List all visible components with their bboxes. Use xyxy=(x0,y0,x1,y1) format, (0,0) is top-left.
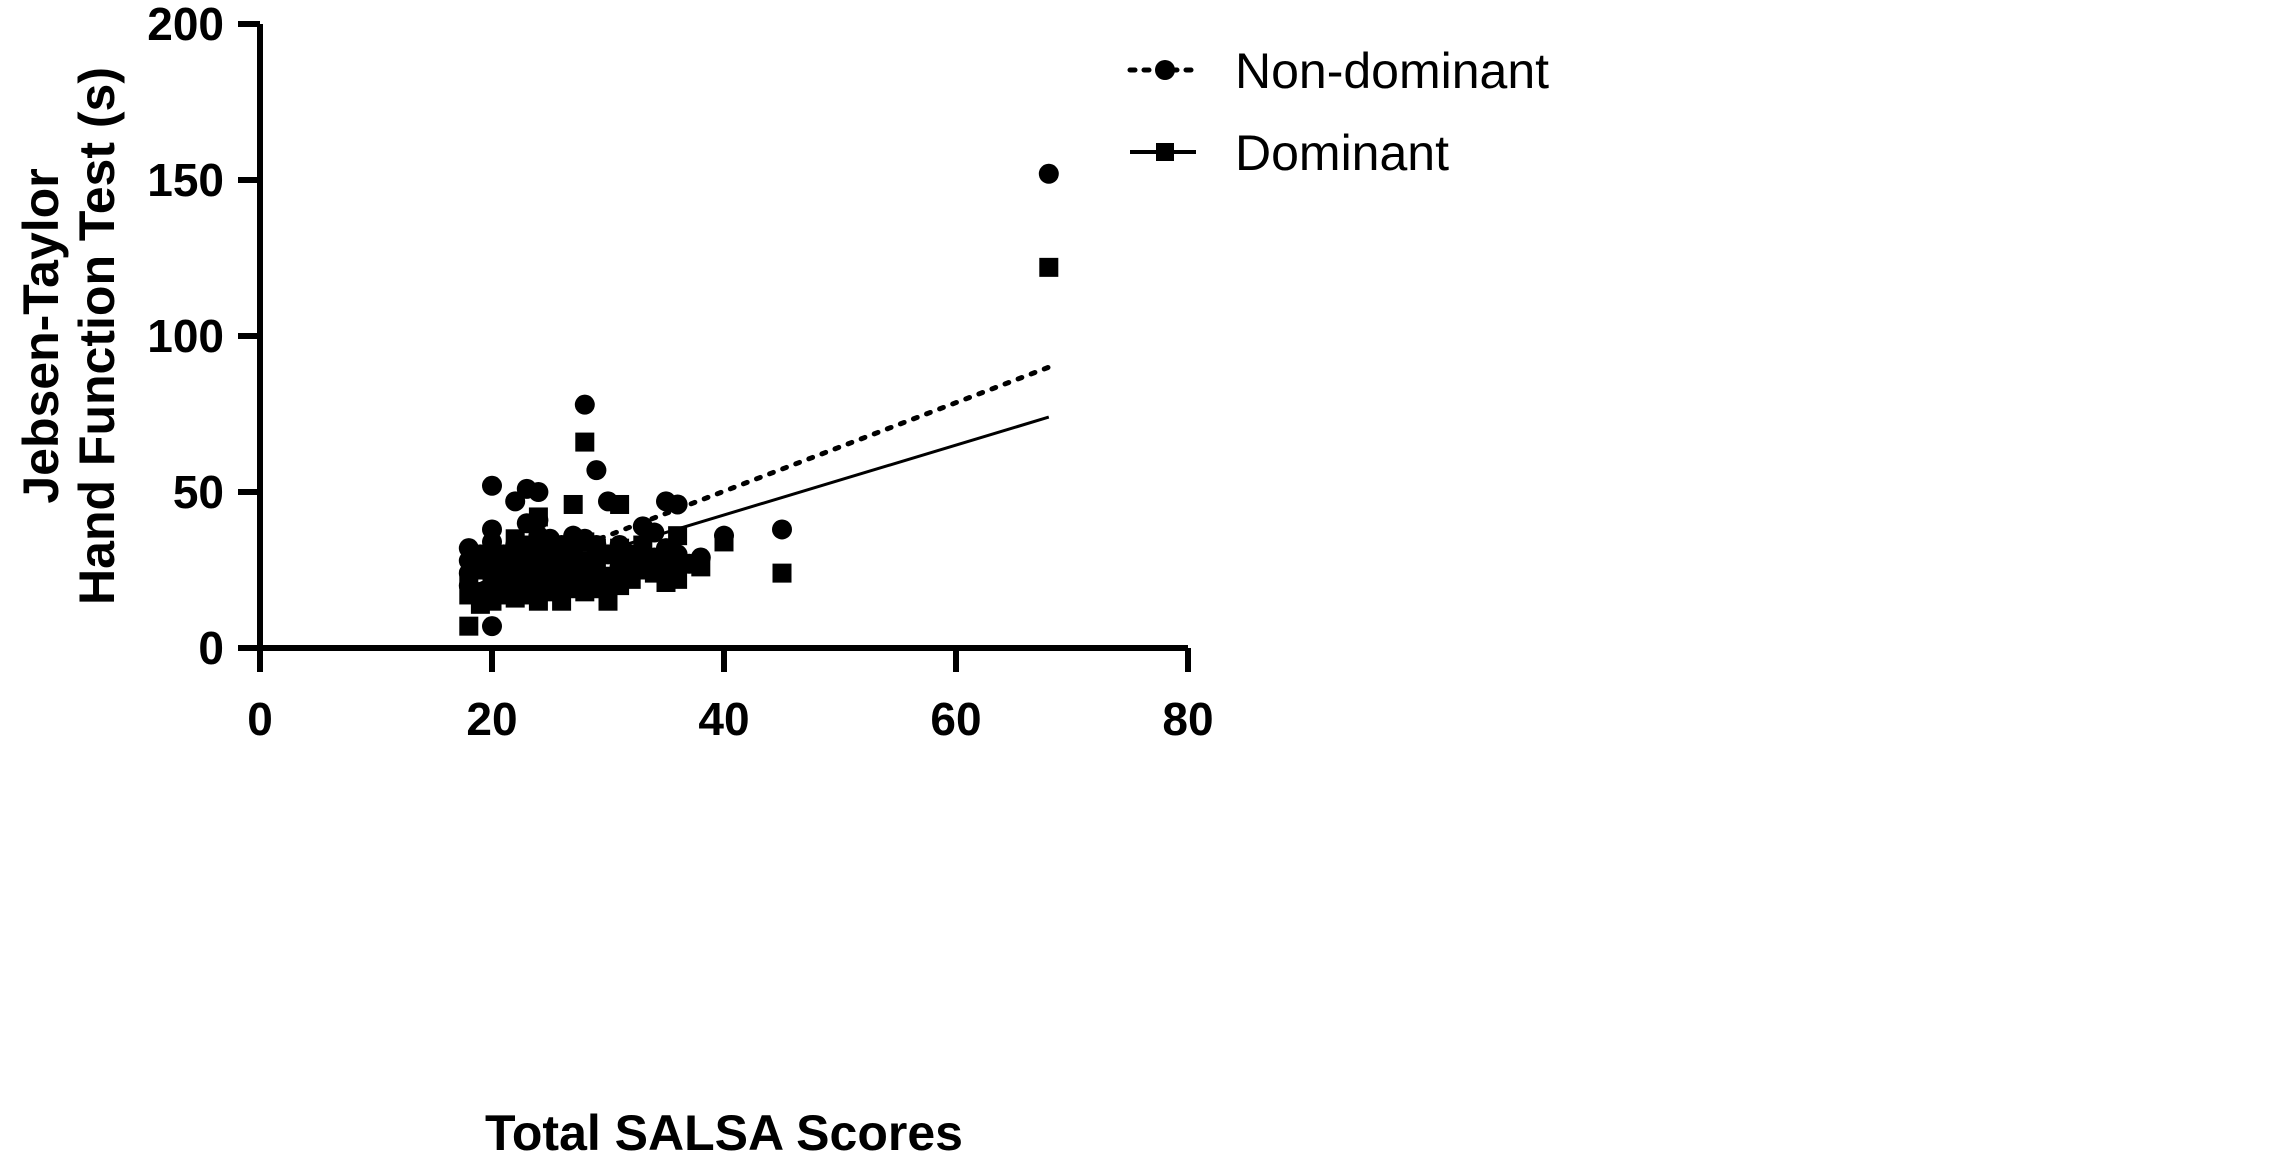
x-tick-label: 20 xyxy=(466,693,517,745)
x-tick-label: 40 xyxy=(698,693,749,745)
legend-item-dominant: Dominant xyxy=(1130,125,1449,181)
point-dominant xyxy=(575,432,595,452)
point-dominant xyxy=(633,535,653,555)
point-non-dominant xyxy=(482,475,502,496)
legend-item-non-dominant: Non-dominant xyxy=(1127,43,1549,99)
y-axis-title-line-1: Jebsen-Taylor xyxy=(13,168,69,503)
point-dominant xyxy=(691,557,711,577)
axes: 0 50 100 150 200 0 20 40 60 80 xyxy=(147,0,1213,745)
x-tick-label: 80 xyxy=(1162,693,1213,745)
y-axis-title-line-2: Hand Function Test (s) xyxy=(69,67,125,605)
point-dominant xyxy=(668,526,688,546)
legend-square-marker xyxy=(1156,143,1174,161)
legend: Non-dominant Dominant xyxy=(1127,43,1549,181)
point-dominant xyxy=(668,551,688,571)
y-tick-label: 0 xyxy=(198,622,224,674)
legend-label-non-dominant: Non-dominant xyxy=(1235,43,1549,99)
point-non-dominant xyxy=(482,616,502,637)
point-dominant xyxy=(772,563,792,583)
y-tick-label: 200 xyxy=(147,0,224,50)
y-tick-label: 150 xyxy=(147,154,224,206)
point-non-dominant xyxy=(586,460,607,481)
point-dominant xyxy=(563,494,583,514)
point-non-dominant xyxy=(574,394,595,415)
y-axis-title: Jebsen-Taylor Hand Function Test (s) xyxy=(13,67,125,605)
y-ticks: 0 50 100 150 200 xyxy=(147,0,260,674)
point-dominant xyxy=(528,507,548,527)
legend-circle-marker xyxy=(1155,60,1175,80)
legend-label-dominant: Dominant xyxy=(1235,125,1449,181)
point-dominant xyxy=(610,494,630,514)
x-ticks: 0 20 40 60 80 xyxy=(247,648,1214,745)
x-axis-title: Total SALSA Scores xyxy=(485,1105,963,1161)
y-tick-label: 50 xyxy=(173,466,224,518)
point-non-dominant xyxy=(1038,163,1059,184)
x-tick-label: 60 xyxy=(930,693,981,745)
data-points xyxy=(458,163,1059,637)
point-non-dominant xyxy=(772,519,792,540)
point-non-dominant xyxy=(528,482,549,502)
point-non-dominant xyxy=(667,494,688,515)
point-dominant xyxy=(598,591,618,611)
y-tick-label: 100 xyxy=(147,310,224,362)
x-tick-label: 0 xyxy=(247,693,273,745)
point-dominant xyxy=(459,616,479,636)
point-dominant xyxy=(714,532,734,552)
point-dominant xyxy=(668,569,688,589)
point-dominant xyxy=(1039,257,1059,277)
